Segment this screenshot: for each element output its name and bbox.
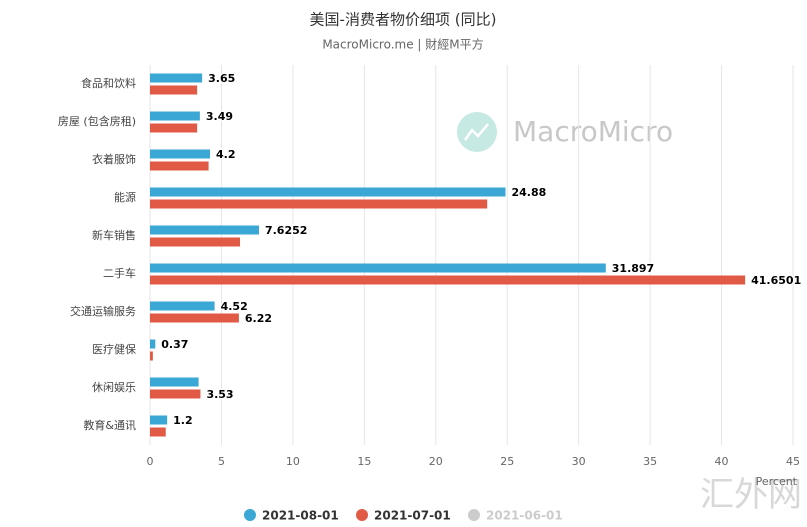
bar <box>150 427 166 437</box>
y-tick-label: 房屋 (包含房租) <box>58 114 136 128</box>
x-tick-label: 15 <box>357 455 371 468</box>
data-label: 41.6501 <box>751 274 801 287</box>
chart-title: 美国-消费者物价细项 (同比) <box>310 11 497 29</box>
bar <box>150 111 200 121</box>
x-axis-label: Percent <box>756 475 798 488</box>
corner-mark: 汇外网 <box>700 475 802 515</box>
y-tick-label: 交通运输服务 <box>70 304 136 318</box>
data-label: 31.897 <box>612 262 654 275</box>
x-tick-label: 20 <box>429 455 443 468</box>
data-label: 6.22 <box>245 312 272 325</box>
bar <box>150 339 156 349</box>
bar <box>150 263 606 273</box>
legend-label[interactable]: 2021-06-01 <box>486 509 563 523</box>
bar <box>150 415 168 425</box>
y-tick-label: 教育&通讯 <box>83 418 136 432</box>
x-tick-label: 30 <box>572 455 586 468</box>
bar <box>150 313 239 323</box>
y-tick-label: 能源 <box>114 190 136 204</box>
x-tick-label: 40 <box>715 455 729 468</box>
data-label: 4.2 <box>216 148 236 161</box>
legend-label[interactable]: 2021-08-01 <box>262 509 339 523</box>
bar <box>150 351 153 361</box>
data-label: 4.52 <box>221 300 248 313</box>
bar <box>150 377 199 387</box>
data-label: 0.37 <box>161 338 188 351</box>
watermark: MacroMicro <box>513 115 673 148</box>
watermark-logo <box>457 112 497 152</box>
x-tick-label: 25 <box>500 455 514 468</box>
legend-marker[interactable] <box>468 509 480 521</box>
y-tick-label: 食品和饮料 <box>81 76 136 90</box>
x-tick-label: 5 <box>218 455 225 468</box>
x-tick-label: 10 <box>286 455 300 468</box>
bar <box>150 301 215 311</box>
bar <box>150 161 209 171</box>
data-label: 1.2 <box>173 414 193 427</box>
x-tick-label: 0 <box>147 455 154 468</box>
legend-label[interactable]: 2021-07-01 <box>374 509 451 523</box>
bar <box>150 237 241 247</box>
legend-marker[interactable] <box>244 509 256 521</box>
bar <box>150 187 506 197</box>
chart-subtitle: MacroMicro.me | 財經M平方 <box>322 37 483 52</box>
y-tick-label: 新车销售 <box>92 228 136 242</box>
data-label: 7.6252 <box>265 224 307 237</box>
y-tick-label: 衣着服饰 <box>92 152 136 166</box>
bar <box>150 389 201 399</box>
legend-marker[interactable] <box>356 509 368 521</box>
x-tick-label: 45 <box>786 455 800 468</box>
bar <box>150 199 488 209</box>
bar <box>150 149 211 159</box>
x-tick-label: 35 <box>643 455 657 468</box>
data-label: 3.49 <box>206 110 233 123</box>
bar <box>150 85 198 95</box>
bar <box>150 225 259 235</box>
data-label: 24.88 <box>512 186 547 199</box>
bar <box>150 73 203 83</box>
y-tick-label: 二手车 <box>103 266 136 280</box>
data-label: 3.65 <box>208 72 235 85</box>
y-tick-label: 休闲娱乐 <box>92 380 136 394</box>
data-label: 3.53 <box>206 388 233 401</box>
bar <box>150 123 198 133</box>
bar <box>150 275 746 285</box>
y-tick-label: 医疗健保 <box>92 342 136 356</box>
